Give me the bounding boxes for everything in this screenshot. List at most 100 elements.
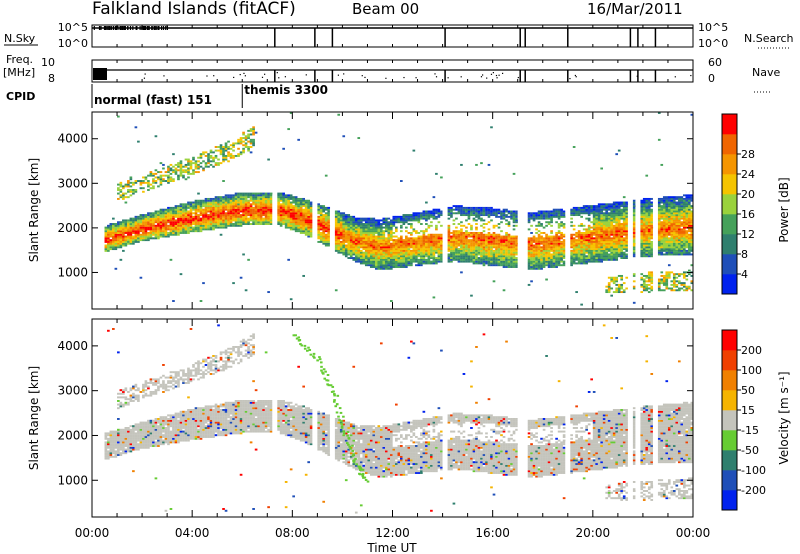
nsky-spike (93, 26, 95, 30)
heatmap-cell (227, 199, 230, 202)
heatmap-cell (422, 212, 426, 215)
heatmap-cell (615, 233, 619, 236)
heatmap-cell (339, 224, 343, 227)
heatmap-cell (229, 199, 233, 202)
heatmap-cell (242, 144, 245, 147)
heatmap-cell (610, 223, 614, 225)
heatmap-cell (234, 192, 238, 195)
heatmap-cell (615, 235, 619, 238)
heatmap-cell (397, 242, 401, 245)
heatmap-cell (447, 242, 451, 245)
heatmap-cell (392, 221, 396, 224)
heatmap-cell (572, 248, 576, 251)
heatmap-cell (585, 239, 588, 242)
heatmap-cell (537, 230, 541, 233)
heatmap-cell (530, 258, 533, 261)
heatmap-cell (167, 208, 170, 211)
heatmap-cell (349, 244, 353, 247)
heatmap-cell (442, 249, 446, 252)
heatmap-cell (342, 215, 346, 218)
heatmap-cell (387, 257, 391, 259)
heatmap-cell (249, 140, 253, 143)
heatmap-cell (274, 223, 278, 225)
heatmap-cell (505, 249, 508, 252)
heatmap-cell (237, 221, 240, 224)
heatmap-cell (237, 205, 240, 208)
heatmap-cell (610, 210, 614, 213)
heatmap-cell (490, 212, 493, 215)
heatmap-cell (374, 237, 378, 240)
heatmap-cell (297, 217, 300, 220)
heatmap-cell (144, 233, 148, 236)
heatmap-cell (550, 230, 553, 233)
heatmap-cell (575, 244, 578, 247)
heatmap-cell (207, 221, 210, 224)
heatmap-cell (132, 240, 135, 243)
heatmap-cell (194, 212, 198, 215)
heatmap-cell (395, 251, 398, 254)
heatmap-cell (502, 212, 506, 215)
heatmap-cell (392, 217, 396, 220)
heatmap-cell (615, 280, 619, 283)
heatmap-cell (577, 212, 581, 215)
heatmap-cell (347, 244, 351, 247)
heatmap-cell (517, 257, 521, 259)
heatmap-cell (247, 146, 250, 148)
heatmap-cell (415, 251, 418, 254)
heatmap-cell (497, 233, 501, 236)
heatmap-cell (465, 235, 468, 238)
heatmap-cell (222, 212, 225, 215)
heatmap-cell (169, 230, 173, 233)
heatmap-cell (567, 264, 571, 267)
heatmap-cell (470, 214, 473, 217)
heatmap-cell (600, 226, 603, 229)
heatmap-cell (357, 223, 361, 225)
heatmap-cell (189, 219, 193, 222)
heatmap-cell (582, 251, 586, 254)
heatmap-cell (192, 221, 195, 224)
heatmap-cell (137, 223, 140, 225)
heatmap-cell (542, 226, 546, 229)
heatmap-cell (552, 258, 556, 261)
heatmap-cell (607, 244, 611, 247)
nsky-spike (146, 26, 149, 30)
heatmap-cell (374, 258, 378, 261)
heatmap-cell (127, 235, 130, 238)
heatmap-cell (422, 262, 426, 265)
heatmap-cell (114, 244, 118, 247)
heatmap-cell (124, 185, 128, 188)
heatmap-cell (545, 246, 548, 249)
heatmap-cell (457, 239, 461, 242)
heatmap-cell (595, 221, 598, 224)
heatmap-cell (359, 240, 363, 243)
heatmap-cell (432, 208, 436, 211)
heatmap-cell (354, 246, 358, 249)
heatmap-cell (367, 233, 371, 236)
heatmap-cell (595, 239, 598, 242)
heatmap-cell (610, 253, 614, 256)
heatmap-cell (555, 235, 558, 238)
heatmap-cell (470, 242, 473, 245)
heatmap-cell (420, 212, 423, 215)
heatmap-cell (304, 205, 308, 208)
heatmap-cell (575, 242, 578, 245)
heatmap-cell (525, 217, 528, 220)
heatmap-cell (192, 156, 195, 159)
heatmap-cell (550, 221, 553, 224)
heatmap-cell (615, 215, 619, 218)
heatmap-cell (465, 230, 468, 233)
heatmap-cell (507, 221, 511, 224)
heatmap-cell (420, 249, 423, 252)
heatmap-cell (530, 257, 533, 259)
heatmap-cell (472, 258, 476, 261)
heatmap-cell (182, 226, 185, 229)
heatmap-cell (274, 221, 278, 224)
heatmap-cell (390, 300, 393, 302)
heatmap-cell (344, 246, 348, 249)
heatmap-cell (152, 181, 155, 184)
heatmap-cell (460, 163, 463, 166)
heatmap-cell (400, 235, 403, 238)
heatmap-cell (430, 235, 433, 238)
heatmap-cell (142, 215, 145, 218)
heatmap-cell (590, 249, 593, 252)
